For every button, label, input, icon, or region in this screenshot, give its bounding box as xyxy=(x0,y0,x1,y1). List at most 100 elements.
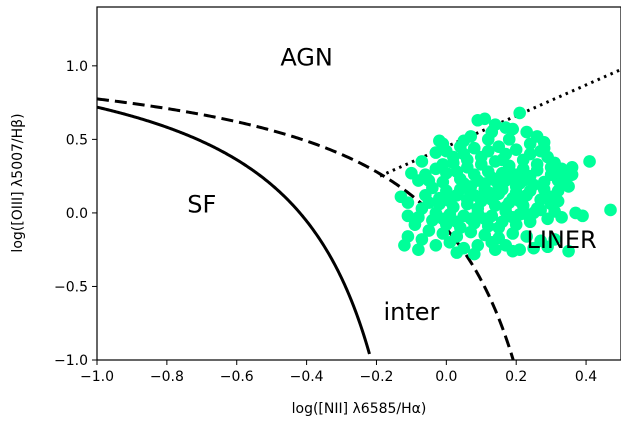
x-tick-label: −1.0 xyxy=(80,369,114,385)
data-point xyxy=(513,194,526,208)
y-tick-label: 1.0 xyxy=(66,59,88,75)
data-point xyxy=(429,238,443,252)
data-point xyxy=(485,125,499,139)
data-point xyxy=(467,188,481,202)
data-point xyxy=(450,215,464,229)
data-point xyxy=(513,106,526,120)
data-point xyxy=(562,244,575,258)
data-point xyxy=(467,141,481,155)
data-point xyxy=(464,130,478,143)
y-tick-label: −1.0 xyxy=(54,353,88,369)
data-point xyxy=(433,191,446,205)
data-point xyxy=(454,172,467,186)
data-point xyxy=(516,153,530,167)
data-point xyxy=(429,146,443,159)
data-point xyxy=(541,240,554,254)
data-point xyxy=(488,174,502,187)
data-point xyxy=(422,224,436,237)
data-point xyxy=(398,238,411,252)
data-point xyxy=(534,203,547,217)
data-point xyxy=(474,150,488,164)
data-point xyxy=(520,208,533,221)
data-point xyxy=(548,205,561,218)
y-tick-label: 0.0 xyxy=(66,206,88,222)
x-tick-label: 0.0 xyxy=(435,369,457,385)
data-point xyxy=(481,186,495,199)
data-point xyxy=(509,143,523,156)
data-point xyxy=(537,141,551,155)
data-point xyxy=(604,203,617,217)
data-point xyxy=(506,244,520,258)
data-point xyxy=(408,218,422,231)
solid-demarcation-line xyxy=(97,105,371,355)
data-point xyxy=(415,233,429,246)
data-point xyxy=(405,166,418,180)
data-point xyxy=(565,168,579,181)
data-point xyxy=(422,196,436,209)
data-point xyxy=(495,153,509,167)
data-point xyxy=(471,202,485,215)
data-point xyxy=(492,221,506,234)
data-point xyxy=(520,230,533,243)
data-point xyxy=(544,161,558,174)
data-point xyxy=(502,133,516,146)
data-point xyxy=(443,194,457,208)
data-point xyxy=(523,184,537,198)
data-point xyxy=(464,212,478,226)
data-point xyxy=(478,212,492,226)
data-point xyxy=(460,153,474,167)
data-point xyxy=(471,113,485,127)
data-point xyxy=(506,227,520,240)
data-point xyxy=(436,158,450,171)
data-point xyxy=(499,200,513,214)
y-tick-label: 0.5 xyxy=(66,132,88,148)
region-label-inter: inter xyxy=(383,298,439,326)
data-point xyxy=(523,137,537,151)
data-point xyxy=(436,227,450,240)
x-axis-label: log([NII] λ6585/Hα) xyxy=(292,401,427,417)
data-point xyxy=(499,121,513,134)
data-point xyxy=(440,144,453,158)
data-point xyxy=(443,236,457,249)
x-tick-label: −0.6 xyxy=(220,369,254,385)
data-point xyxy=(447,156,460,170)
data-point xyxy=(481,165,495,179)
x-tick-label: −0.2 xyxy=(359,369,393,385)
data-point xyxy=(401,209,415,223)
data-point xyxy=(551,194,565,208)
data-point xyxy=(454,183,467,196)
data-point xyxy=(412,243,425,256)
x-tick-label: 0.2 xyxy=(505,369,527,385)
data-point xyxy=(464,225,478,239)
data-point xyxy=(583,155,596,168)
data-point xyxy=(419,168,432,181)
data-point xyxy=(454,140,467,154)
data-point xyxy=(520,125,533,139)
data-point xyxy=(506,211,520,224)
data-point xyxy=(450,246,464,259)
data-point xyxy=(426,213,439,227)
data-point xyxy=(527,241,540,255)
x-tick-label: 0.4 xyxy=(575,369,597,385)
data-point xyxy=(530,163,544,177)
region-label-agn: AGN xyxy=(280,44,333,72)
data-point xyxy=(436,212,450,226)
data-point xyxy=(467,247,481,261)
data-point xyxy=(495,183,509,196)
x-tick-label: −0.4 xyxy=(290,369,324,385)
data-point xyxy=(576,209,589,223)
plot-frame xyxy=(96,6,621,361)
y-axis-label: log([OIII] λ5007/Hβ) xyxy=(10,113,26,252)
region-label-sf: SF xyxy=(187,191,216,219)
dashed-demarcation-line xyxy=(97,97,515,360)
data-point xyxy=(401,196,415,209)
data-point xyxy=(467,168,481,181)
data-point xyxy=(488,243,502,256)
x-tick-label: −0.8 xyxy=(150,369,184,385)
y-tick-label: −0.5 xyxy=(54,279,88,295)
data-point xyxy=(509,180,523,193)
data-point xyxy=(537,175,551,189)
data-point xyxy=(502,171,516,184)
data-point xyxy=(415,155,429,168)
